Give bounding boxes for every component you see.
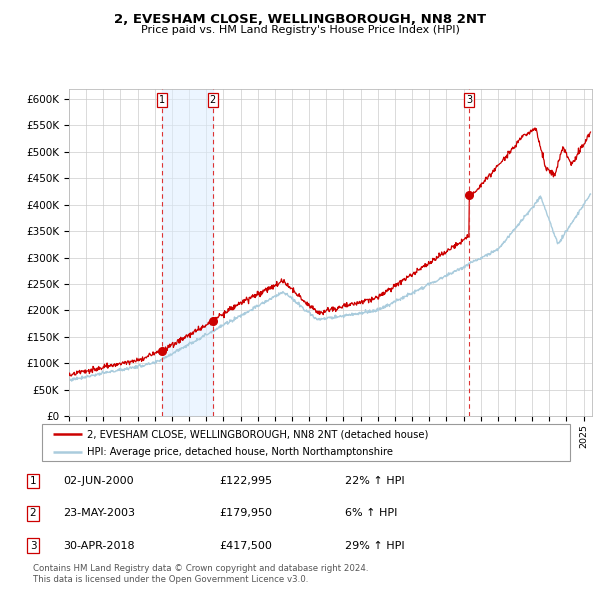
Text: 3: 3	[29, 541, 37, 550]
Text: £179,950: £179,950	[219, 509, 272, 518]
Text: This data is licensed under the Open Government Licence v3.0.: This data is licensed under the Open Gov…	[33, 575, 308, 584]
Text: 1: 1	[29, 476, 37, 486]
Text: 22% ↑ HPI: 22% ↑ HPI	[345, 476, 404, 486]
Text: 2, EVESHAM CLOSE, WELLINGBOROUGH, NN8 2NT: 2, EVESHAM CLOSE, WELLINGBOROUGH, NN8 2N…	[114, 13, 486, 26]
Text: 02-JUN-2000: 02-JUN-2000	[63, 476, 134, 486]
Text: 29% ↑ HPI: 29% ↑ HPI	[345, 541, 404, 550]
FancyBboxPatch shape	[42, 424, 570, 461]
Text: £417,500: £417,500	[219, 541, 272, 550]
Text: Contains HM Land Registry data © Crown copyright and database right 2024.: Contains HM Land Registry data © Crown c…	[33, 565, 368, 573]
Text: HPI: Average price, detached house, North Northamptonshire: HPI: Average price, detached house, Nort…	[87, 447, 393, 457]
Text: 2: 2	[209, 95, 216, 105]
Text: 2: 2	[29, 509, 37, 518]
Text: 6% ↑ HPI: 6% ↑ HPI	[345, 509, 397, 518]
Text: 2, EVESHAM CLOSE, WELLINGBOROUGH, NN8 2NT (detached house): 2, EVESHAM CLOSE, WELLINGBOROUGH, NN8 2N…	[87, 430, 428, 439]
Text: 1: 1	[159, 95, 165, 105]
Text: 3: 3	[466, 95, 472, 105]
Text: £122,995: £122,995	[219, 476, 272, 486]
Text: 30-APR-2018: 30-APR-2018	[63, 541, 134, 550]
Text: 23-MAY-2003: 23-MAY-2003	[63, 509, 135, 518]
Text: Price paid vs. HM Land Registry's House Price Index (HPI): Price paid vs. HM Land Registry's House …	[140, 25, 460, 35]
